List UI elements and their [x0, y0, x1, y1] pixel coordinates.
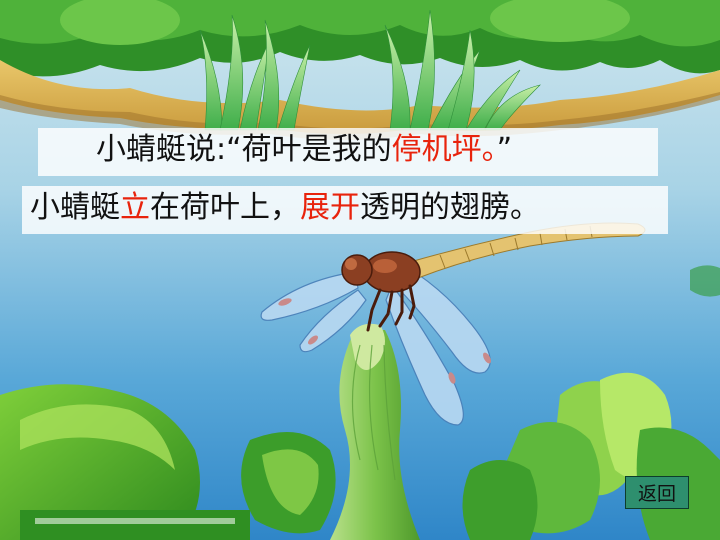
line2-text-3: 透明的翅膀。: [360, 190, 540, 225]
highlight-stand-text: 立: [120, 190, 150, 225]
highlight-spread-text: 展开: [300, 190, 360, 225]
speaker-text: 小蜻蜓说:: [96, 132, 227, 167]
quote-text: “荷叶是我的: [226, 132, 392, 167]
highlight-parking-text: 停机坪。: [391, 132, 497, 167]
quote-close-text: ”: [496, 132, 513, 167]
line2-text-2: 在荷叶上，: [150, 190, 300, 225]
back-button[interactable]: 返回: [625, 476, 689, 509]
dragonfly: [260, 222, 646, 426]
line2-text-1: 小蜻蜓: [30, 190, 120, 225]
caption-line-1: 小蜻蜓说:“荷叶是我的停机坪。”: [38, 128, 658, 176]
caption-line-2: 小蜻蜓立在荷叶上，展开透明的翅膀。: [22, 186, 668, 234]
